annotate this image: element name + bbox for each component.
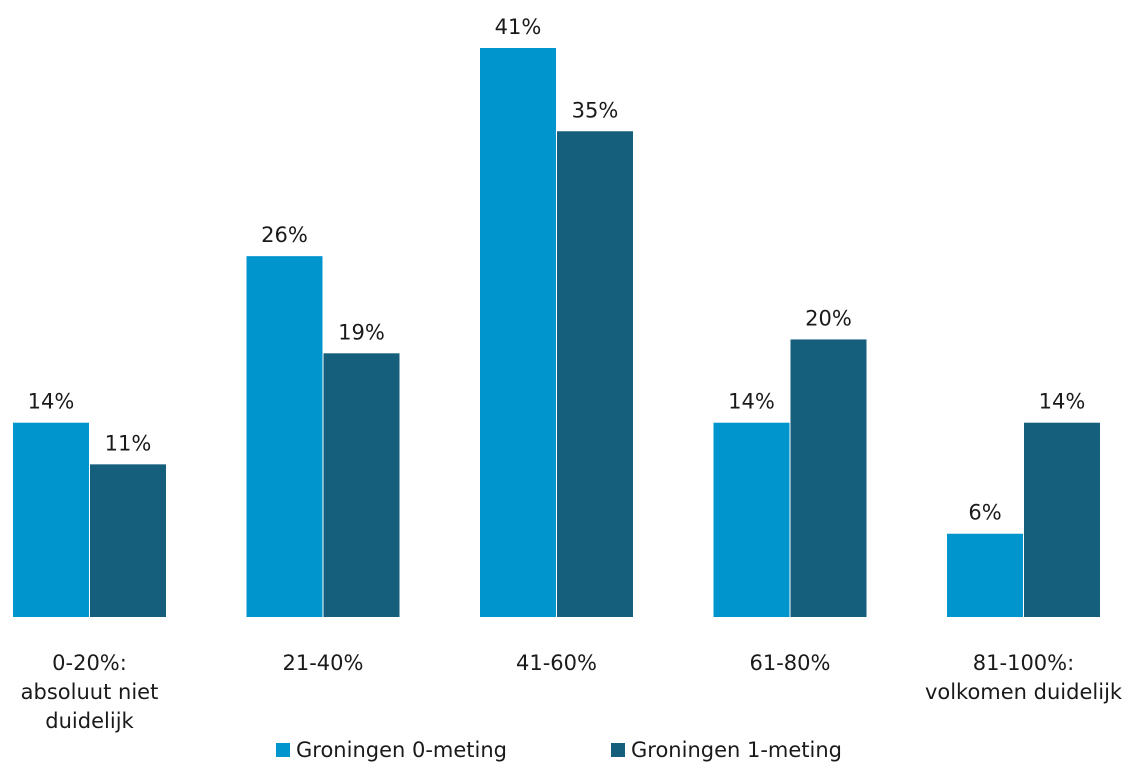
legend-label-1-meting: Groningen 1-meting	[631, 738, 843, 762]
category-label-c0-l1: absoluut niet	[21, 680, 159, 704]
value-label-s0-c3: 14%	[728, 390, 775, 414]
bar-chart: 14% 11% 26% 19% 41% 35% 14% 20% 6% 14% 0-20%: abso…	[13, 15, 1123, 733]
bar-s1-c0	[90, 464, 166, 617]
bar-s1-c1	[323, 353, 400, 617]
legend: Groningen 0-meting Groningen 1-meting	[0, 738, 1139, 768]
value-label-s1-c3: 20%	[805, 306, 852, 330]
value-label-s1-c0: 11%	[105, 431, 152, 455]
bar-s0-c3	[713, 422, 790, 617]
bar-s1-c4	[1024, 422, 1100, 617]
bars-group	[13, 48, 1100, 617]
category-label-c4-l1: volkomen duidelijk	[925, 680, 1123, 704]
category-label-c4-l0: 81-100%:	[973, 651, 1074, 675]
value-label-s0-c4: 6%	[968, 501, 1001, 525]
bar-s0-c1	[246, 256, 323, 617]
legend-swatch-1-meting	[611, 743, 625, 757]
bar-s0-c2	[480, 48, 556, 617]
value-label-s0-c2: 41%	[495, 15, 542, 39]
category-label-c0-l2: duidelijk	[45, 709, 134, 733]
category-label-c3-l0: 61-80%	[750, 651, 831, 675]
value-label-s1-c4: 14%	[1039, 390, 1086, 414]
value-label-s1-c1: 19%	[338, 320, 385, 344]
category-label-c0-l0: 0-20%:	[52, 651, 127, 675]
category-label-c1-l0: 21-40%	[283, 651, 364, 675]
category-labels-group: 0-20%: absoluut niet duidelijk 21-40% 41-60%…	[21, 651, 1123, 733]
bar-s1-c2	[557, 131, 633, 617]
legend-item-1-meting: Groningen 1-meting	[611, 738, 842, 762]
legend-label-0-meting: Groningen 0-meting	[296, 738, 508, 762]
bar-s0-c4	[947, 533, 1023, 617]
value-label-s0-c0: 14%	[28, 390, 75, 414]
value-labels-group: 14% 11% 26% 19% 41% 35% 14% 20% 6% 14%	[28, 15, 1086, 525]
bar-s1-c3	[790, 339, 867, 617]
bar-s0-c0	[13, 422, 89, 617]
value-label-s1-c2: 35%	[572, 98, 619, 122]
legend-item-0-meting: Groningen 0-meting	[276, 738, 507, 762]
value-label-s0-c1: 26%	[261, 223, 308, 247]
legend-swatch-0-meting	[276, 743, 290, 757]
category-label-c2-l0: 41-60%	[516, 651, 597, 675]
